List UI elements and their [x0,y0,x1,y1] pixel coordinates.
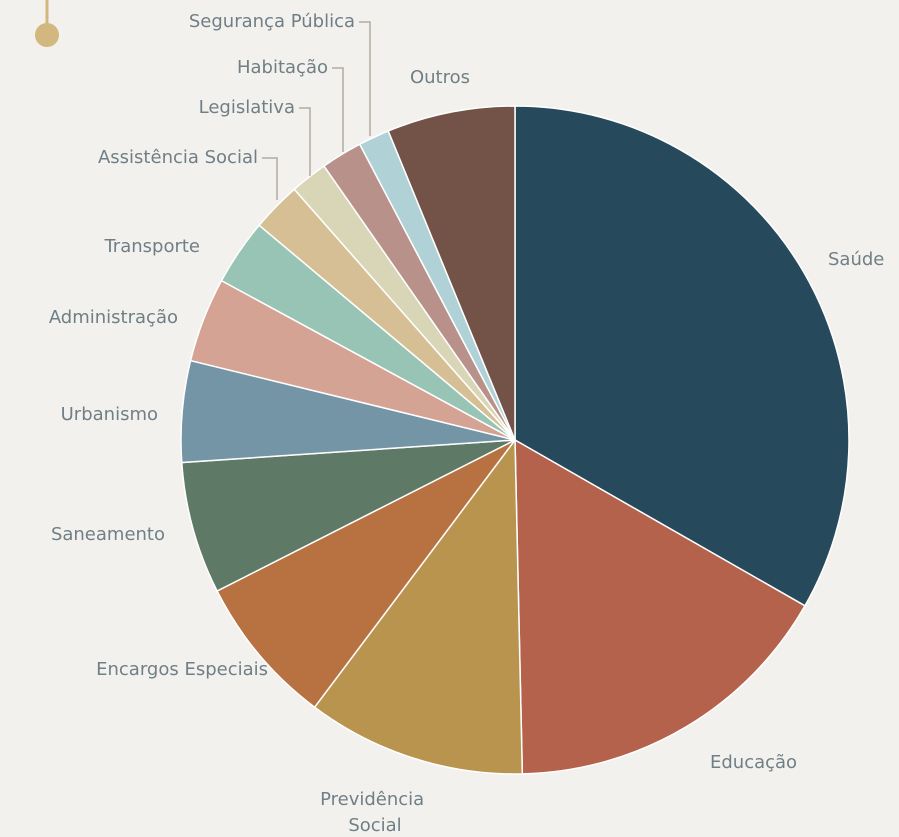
slice-label: Legislativa [199,97,295,118]
leader-line [332,67,344,152]
slice-label: Educação [710,752,797,773]
pie-slice [180,439,516,593]
slice-label: Segurança Pública [189,11,355,32]
leader-line [299,107,311,176]
leader-line [262,157,278,200]
decoration-dot [35,23,59,47]
pie-slice [514,105,850,607]
slice-label: Saneamento [51,524,165,545]
leader-line [359,21,371,136]
pie-slice [313,437,524,775]
slice-label: Saúde [828,249,884,270]
slice-label: Transporte [103,236,200,257]
slice-label: Habitação [237,57,328,78]
slice-label: Previdência Social [320,789,430,836]
slice-label: Assistência Social [98,147,258,168]
pie-slice [216,439,516,709]
slice-label: Administração [49,307,178,328]
slice-label: Encargos Especiais [96,659,268,680]
slice-label: Outros [410,67,470,88]
pie-slice [387,105,516,441]
slice-label: Urbanismo [61,404,158,425]
pie-slice [514,438,806,775]
